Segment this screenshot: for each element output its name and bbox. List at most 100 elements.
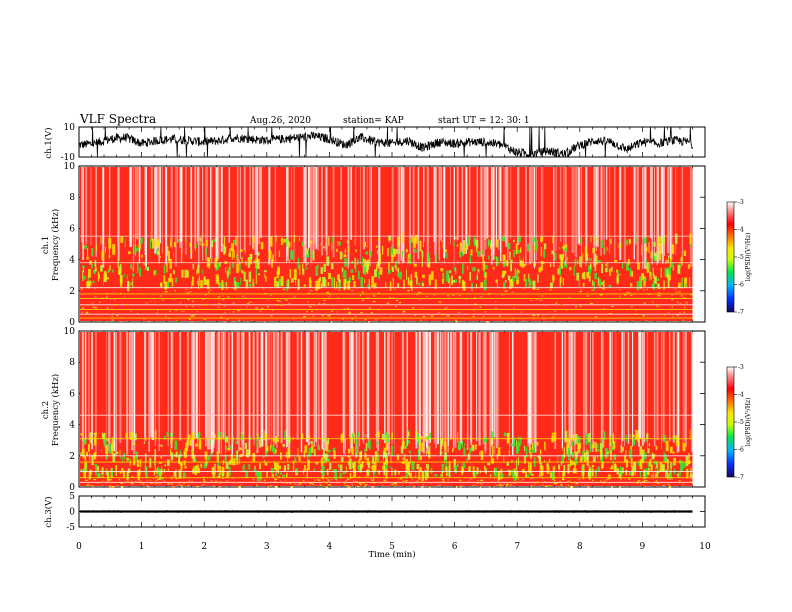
spectrogram-streak (205, 332, 207, 447)
y-tick-label: 0 (69, 318, 75, 328)
spectrogram-cell (217, 432, 220, 441)
spectrogram-cell (520, 311, 523, 313)
spectrogram-cell (331, 304, 335, 307)
spectrogram-cell (85, 451, 88, 456)
spectrogram-cell (407, 440, 409, 447)
spectrogram-cell (479, 486, 482, 488)
spectrogram-cell (431, 271, 434, 280)
colorbar-tick-label: -5 (738, 254, 744, 261)
spectrogram-cell (560, 276, 562, 284)
spectrogram-cell (201, 481, 204, 484)
spectrogram-cell (205, 460, 208, 467)
spectrogram-cell (610, 238, 612, 245)
spectrogram-cell (430, 315, 434, 317)
spectrogram-streak (288, 332, 291, 454)
spectrogram-cell (600, 240, 603, 249)
spectrogram-cell (560, 484, 563, 486)
spectrogram-cell (499, 485, 502, 487)
spectrogram-cell (671, 306, 673, 308)
spectrogram-cell (661, 464, 665, 473)
spectrogram-streak (560, 167, 562, 242)
spectrogram-cell (312, 483, 314, 485)
spectrogram-cell (676, 314, 679, 316)
spectrogram-cell (413, 486, 416, 488)
spectrogram-cell (185, 442, 189, 452)
spectrogram-cell (651, 474, 653, 478)
spectrogram-streak (369, 167, 371, 267)
spectrogram-cell (444, 452, 447, 460)
spectrogram-cell (681, 277, 683, 289)
spectrogram-cell (223, 246, 227, 254)
spectrogram-cell (374, 466, 376, 472)
spectrogram-cell (690, 478, 693, 480)
spectrogram-cell (445, 472, 448, 476)
spectrogram-streak (443, 167, 446, 258)
spectrogram-cell (643, 237, 647, 244)
spectrogram-cell (568, 296, 570, 299)
spectrogram-streak (378, 332, 380, 452)
spectrogram-cell (409, 282, 412, 288)
spectrogram-cell (87, 248, 89, 257)
spectrogram-cell (522, 319, 524, 322)
spectrogram-cell (259, 463, 262, 470)
spectrogram-cell (366, 297, 370, 299)
spectrogram-cell (462, 279, 465, 288)
spectrogram-cell (334, 468, 338, 480)
spectrogram-cell (327, 438, 330, 445)
spectrogram-cell (522, 264, 526, 267)
spectrogram-cell (106, 277, 109, 280)
spectrogram-cell (94, 269, 96, 275)
spectrogram-cell (306, 468, 308, 479)
spectrogram-streak (470, 332, 473, 446)
spectrogram-cell (373, 470, 376, 476)
spectrogram-streak (151, 332, 155, 441)
spectrogram-cell (619, 295, 621, 297)
spectrogram-cell (285, 479, 287, 481)
spectrogram-cell (140, 483, 143, 485)
spectrogram-cell (101, 449, 102, 453)
spectrogram-cell (186, 439, 189, 445)
spectrogram-cell (119, 293, 122, 295)
spectrogram-cell (290, 486, 294, 488)
spectrogram-cell (687, 264, 691, 269)
y-tick-label: 10 (64, 327, 76, 337)
spectrogram-cell (426, 436, 430, 440)
spectrogram-cell (377, 271, 380, 279)
spectrogram-cell (333, 450, 336, 459)
spectrogram-cell (111, 307, 113, 309)
spectrogram-cell (530, 478, 532, 480)
spectrogram-cell (647, 462, 650, 467)
spectrogram-cell (667, 445, 669, 452)
spectrogram-cell (513, 249, 515, 257)
spectrogram-cell (605, 478, 609, 481)
spectrogram-cell (226, 270, 229, 277)
spectrogram-streak (126, 332, 129, 455)
spectrogram-cell (364, 452, 367, 460)
spectrogram-streak (542, 167, 544, 239)
spectrogram-cell (512, 469, 515, 478)
y-tick-label: -5 (66, 523, 75, 533)
ch3-waveform-panel: 50-50 1 2 3 4 5 6 7 8 9 10 (66, 492, 711, 552)
spectrogram-streak (417, 167, 420, 260)
spectrogram-cell (155, 479, 158, 481)
spectrogram-cell (202, 298, 205, 300)
spectrogram-cell (249, 254, 252, 265)
spectrogram-cell (563, 447, 566, 459)
spectrogram-cell (216, 263, 219, 267)
spectrogram-cell (422, 315, 426, 318)
spectrogram-cell (407, 253, 411, 259)
spectrogram-cell (131, 431, 134, 438)
spectrogram-cell (628, 478, 631, 480)
spectrogram-cell (539, 299, 543, 301)
spectrogram-cell (630, 283, 633, 287)
spectrogram-cell (153, 270, 155, 276)
spectrogram-cell (303, 284, 306, 287)
spectrogram-streak (193, 332, 195, 452)
spectrogram-cell (144, 460, 146, 468)
spectrogram-cell (285, 482, 288, 484)
spectrogram-cell (484, 465, 486, 471)
spectrogram-cell (460, 484, 463, 487)
ch3-waveform-line (78, 509, 693, 514)
spectrogram-cell (238, 319, 241, 321)
spectrogram-cell (243, 271, 246, 282)
